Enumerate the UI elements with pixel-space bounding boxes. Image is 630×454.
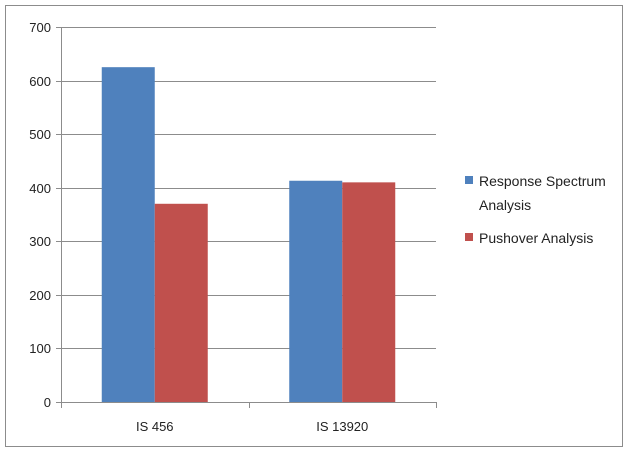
legend-label: Response Spectrum (479, 173, 606, 189)
bars (101, 67, 396, 403)
bar-pushover-analysis-2 (342, 182, 396, 403)
y-tick-label: 300 (29, 234, 51, 249)
legend-item-1: Response Spectrum Analysis (465, 173, 606, 213)
y-tick-labels: 0 100 200 300 400 500 600 700 (29, 20, 51, 410)
y-tick-label: 0 (44, 395, 51, 410)
x-tick-label: IS 13920 (316, 419, 368, 434)
bar-pushover-analysis-1 (154, 203, 208, 403)
y-tick-label: 500 (29, 127, 51, 142)
x-tick-label: IS 456 (136, 419, 174, 434)
legend-swatch (465, 233, 473, 241)
y-tick-label: 400 (29, 181, 51, 196)
legend-label: Analysis (479, 197, 531, 213)
y-tick-label: 100 (29, 341, 51, 356)
legend: Response Spectrum Analysis Pushover Analys… (465, 173, 606, 246)
bar-response-spectrum-analysis-1 (101, 67, 155, 403)
x-tick-labels: IS 456 IS 13920 (136, 419, 368, 434)
legend-label: Pushover Analysis (479, 230, 593, 246)
legend-swatch (465, 176, 473, 184)
y-tick-label: 200 (29, 288, 51, 303)
bar-response-spectrum-analysis-2 (289, 180, 343, 403)
y-tick-label: 600 (29, 74, 51, 89)
legend-item-2: Pushover Analysis (465, 230, 593, 246)
y-tick-label: 700 (29, 20, 51, 35)
axes (56, 27, 437, 408)
